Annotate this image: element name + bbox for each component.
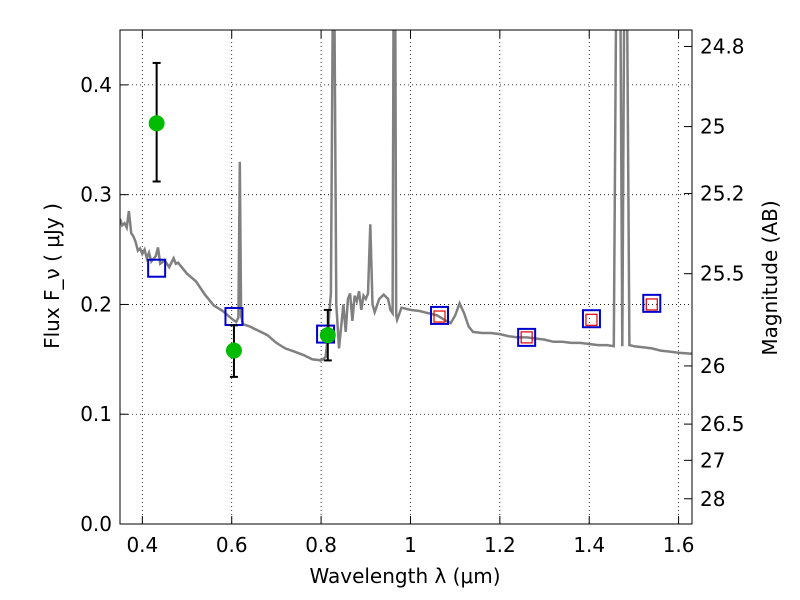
model-photometry-red-square [645, 298, 658, 311]
observed-flux-points [148, 115, 336, 359]
observed-flux-point [148, 115, 165, 132]
model-photometry-red-squares [433, 298, 658, 344]
y-tick-label: 0.0 [80, 512, 112, 536]
model-photometry-red-square [433, 310, 446, 323]
mag-tick-label: 26 [700, 354, 725, 378]
model-spectrum-line [120, 30, 692, 362]
model-photometry-red-square [520, 331, 533, 344]
x-tick-label: 0.6 [216, 533, 248, 557]
y-tick-label: 0.3 [80, 183, 112, 207]
y-tick-label: 0.4 [80, 73, 112, 97]
x-axis-title: Wavelength λ (μm) [309, 564, 500, 588]
model-photometry-blue-square [581, 309, 601, 329]
y-tick-label: 0.1 [80, 402, 112, 426]
mag-tick-label: 25.5 [700, 262, 745, 286]
mag-tick-label: 27 [700, 448, 725, 472]
observed-flux-point [319, 327, 336, 344]
x-tick-label: 0.8 [305, 533, 337, 557]
model-photometry-blue-square [642, 293, 662, 313]
mag-tick-label: 26.5 [700, 412, 745, 436]
x-tick-label: 1.6 [663, 533, 695, 557]
observed-flux-point [225, 342, 242, 359]
y-axis-right-ticks: 24.8 25 25.2 25.5 26 26.5 27 28 [684, 34, 745, 511]
model-photometry-blue-square [517, 327, 537, 347]
y-axis-left-ticks: 0.0 0.1 0.2 0.3 0.4 [80, 73, 128, 536]
x-tick-label: 1.2 [484, 533, 516, 557]
x-tick-label: 1.4 [573, 533, 605, 557]
x-tick-label: 1 [404, 533, 417, 557]
grid-lines [120, 30, 692, 525]
plot-content [120, 30, 692, 378]
model-photometry-blue-square [147, 258, 167, 278]
x-axis-ticks: 0.4 0.6 0.8 1 1.2 1.4 1.6 [126, 30, 695, 557]
mag-tick-label: 28 [700, 487, 725, 511]
y-axis-right-title: Magnitude (AB) [758, 200, 782, 355]
y-axis-left-title: Flux F_ν ( μJy ) [40, 203, 64, 349]
mag-tick-label: 24.8 [700, 34, 745, 58]
x-tick-label: 0.4 [126, 533, 158, 557]
y-tick-label: 0.2 [80, 292, 112, 316]
observed-error-bars [152, 61, 332, 378]
plot-frame [119, 29, 693, 525]
model-photometry-blue-square [430, 305, 450, 325]
mag-tick-label: 25 [700, 115, 725, 139]
model-photometry-red-square [585, 313, 598, 326]
model-photometry-blue-squares [147, 258, 662, 347]
mag-tick-label: 25.2 [700, 182, 745, 206]
